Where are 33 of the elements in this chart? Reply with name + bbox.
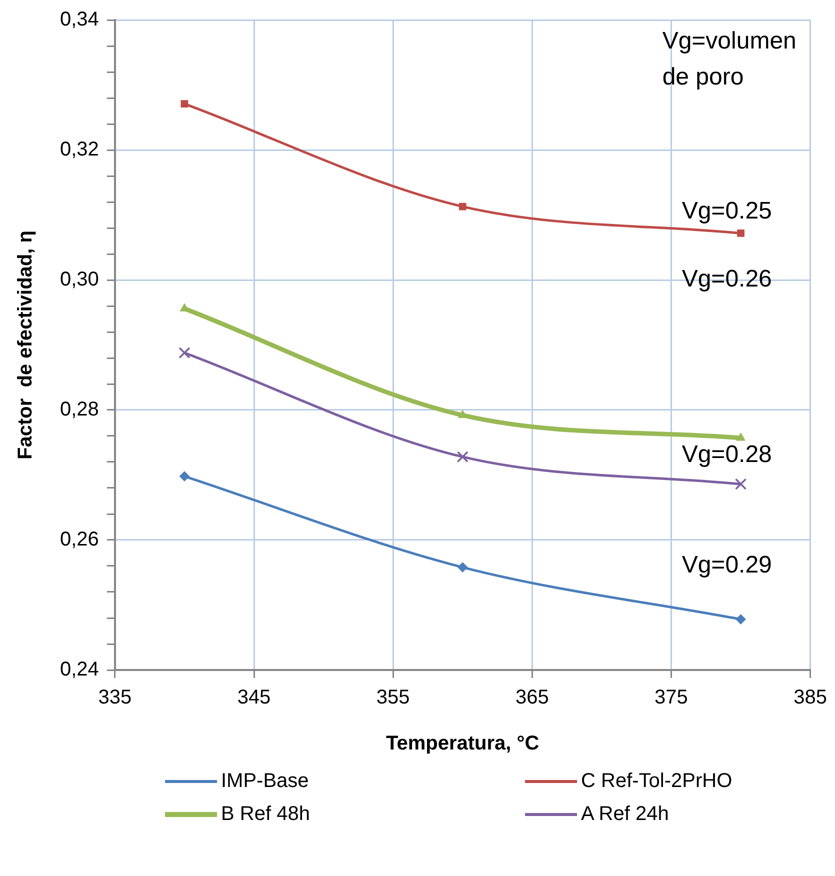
y-tick-label: 0,30	[60, 268, 99, 291]
annotation: Vg=0.26	[682, 266, 772, 293]
point	[178, 346, 190, 359]
point	[736, 432, 746, 441]
point	[179, 471, 190, 482]
point	[458, 562, 468, 572]
x-tick-label: 355	[376, 686, 410, 709]
y-tick-label: 0,32	[60, 138, 99, 161]
y-tick-label: 0,34	[60, 8, 99, 31]
point	[456, 450, 468, 463]
legend-label: B Ref 48h	[221, 803, 310, 826]
y-axis-title: Factor de efectividad, η	[14, 230, 37, 460]
x-tick-label: 335	[98, 686, 132, 709]
point	[737, 230, 744, 237]
legend-label: A Ref 24h	[581, 803, 669, 826]
point	[180, 100, 188, 108]
annotation: Vg=0.29	[682, 552, 772, 579]
x-tick-label: 345	[237, 686, 271, 709]
x-tick-label: 385	[794, 686, 828, 709]
y-tick-label: 0,26	[60, 528, 99, 551]
x-tick-label: 375	[654, 686, 688, 709]
y-tick-label: 0,28	[60, 398, 99, 421]
annotation: Vg=0.28	[682, 441, 772, 468]
legend-label: C Ref-Tol-2PrHO	[581, 770, 732, 793]
x-axis-title: Temperatura, °C	[386, 732, 540, 755]
point	[458, 202, 466, 210]
legend-label: IMP-Base	[221, 770, 309, 793]
point	[736, 614, 746, 624]
x-tick-label: 365	[515, 686, 549, 709]
annotation: Vg=0.25	[682, 197, 772, 224]
y-tick-label: 0,24	[60, 658, 99, 681]
annotation: Vg=volumen de poro	[662, 28, 796, 91]
point	[734, 478, 747, 490]
